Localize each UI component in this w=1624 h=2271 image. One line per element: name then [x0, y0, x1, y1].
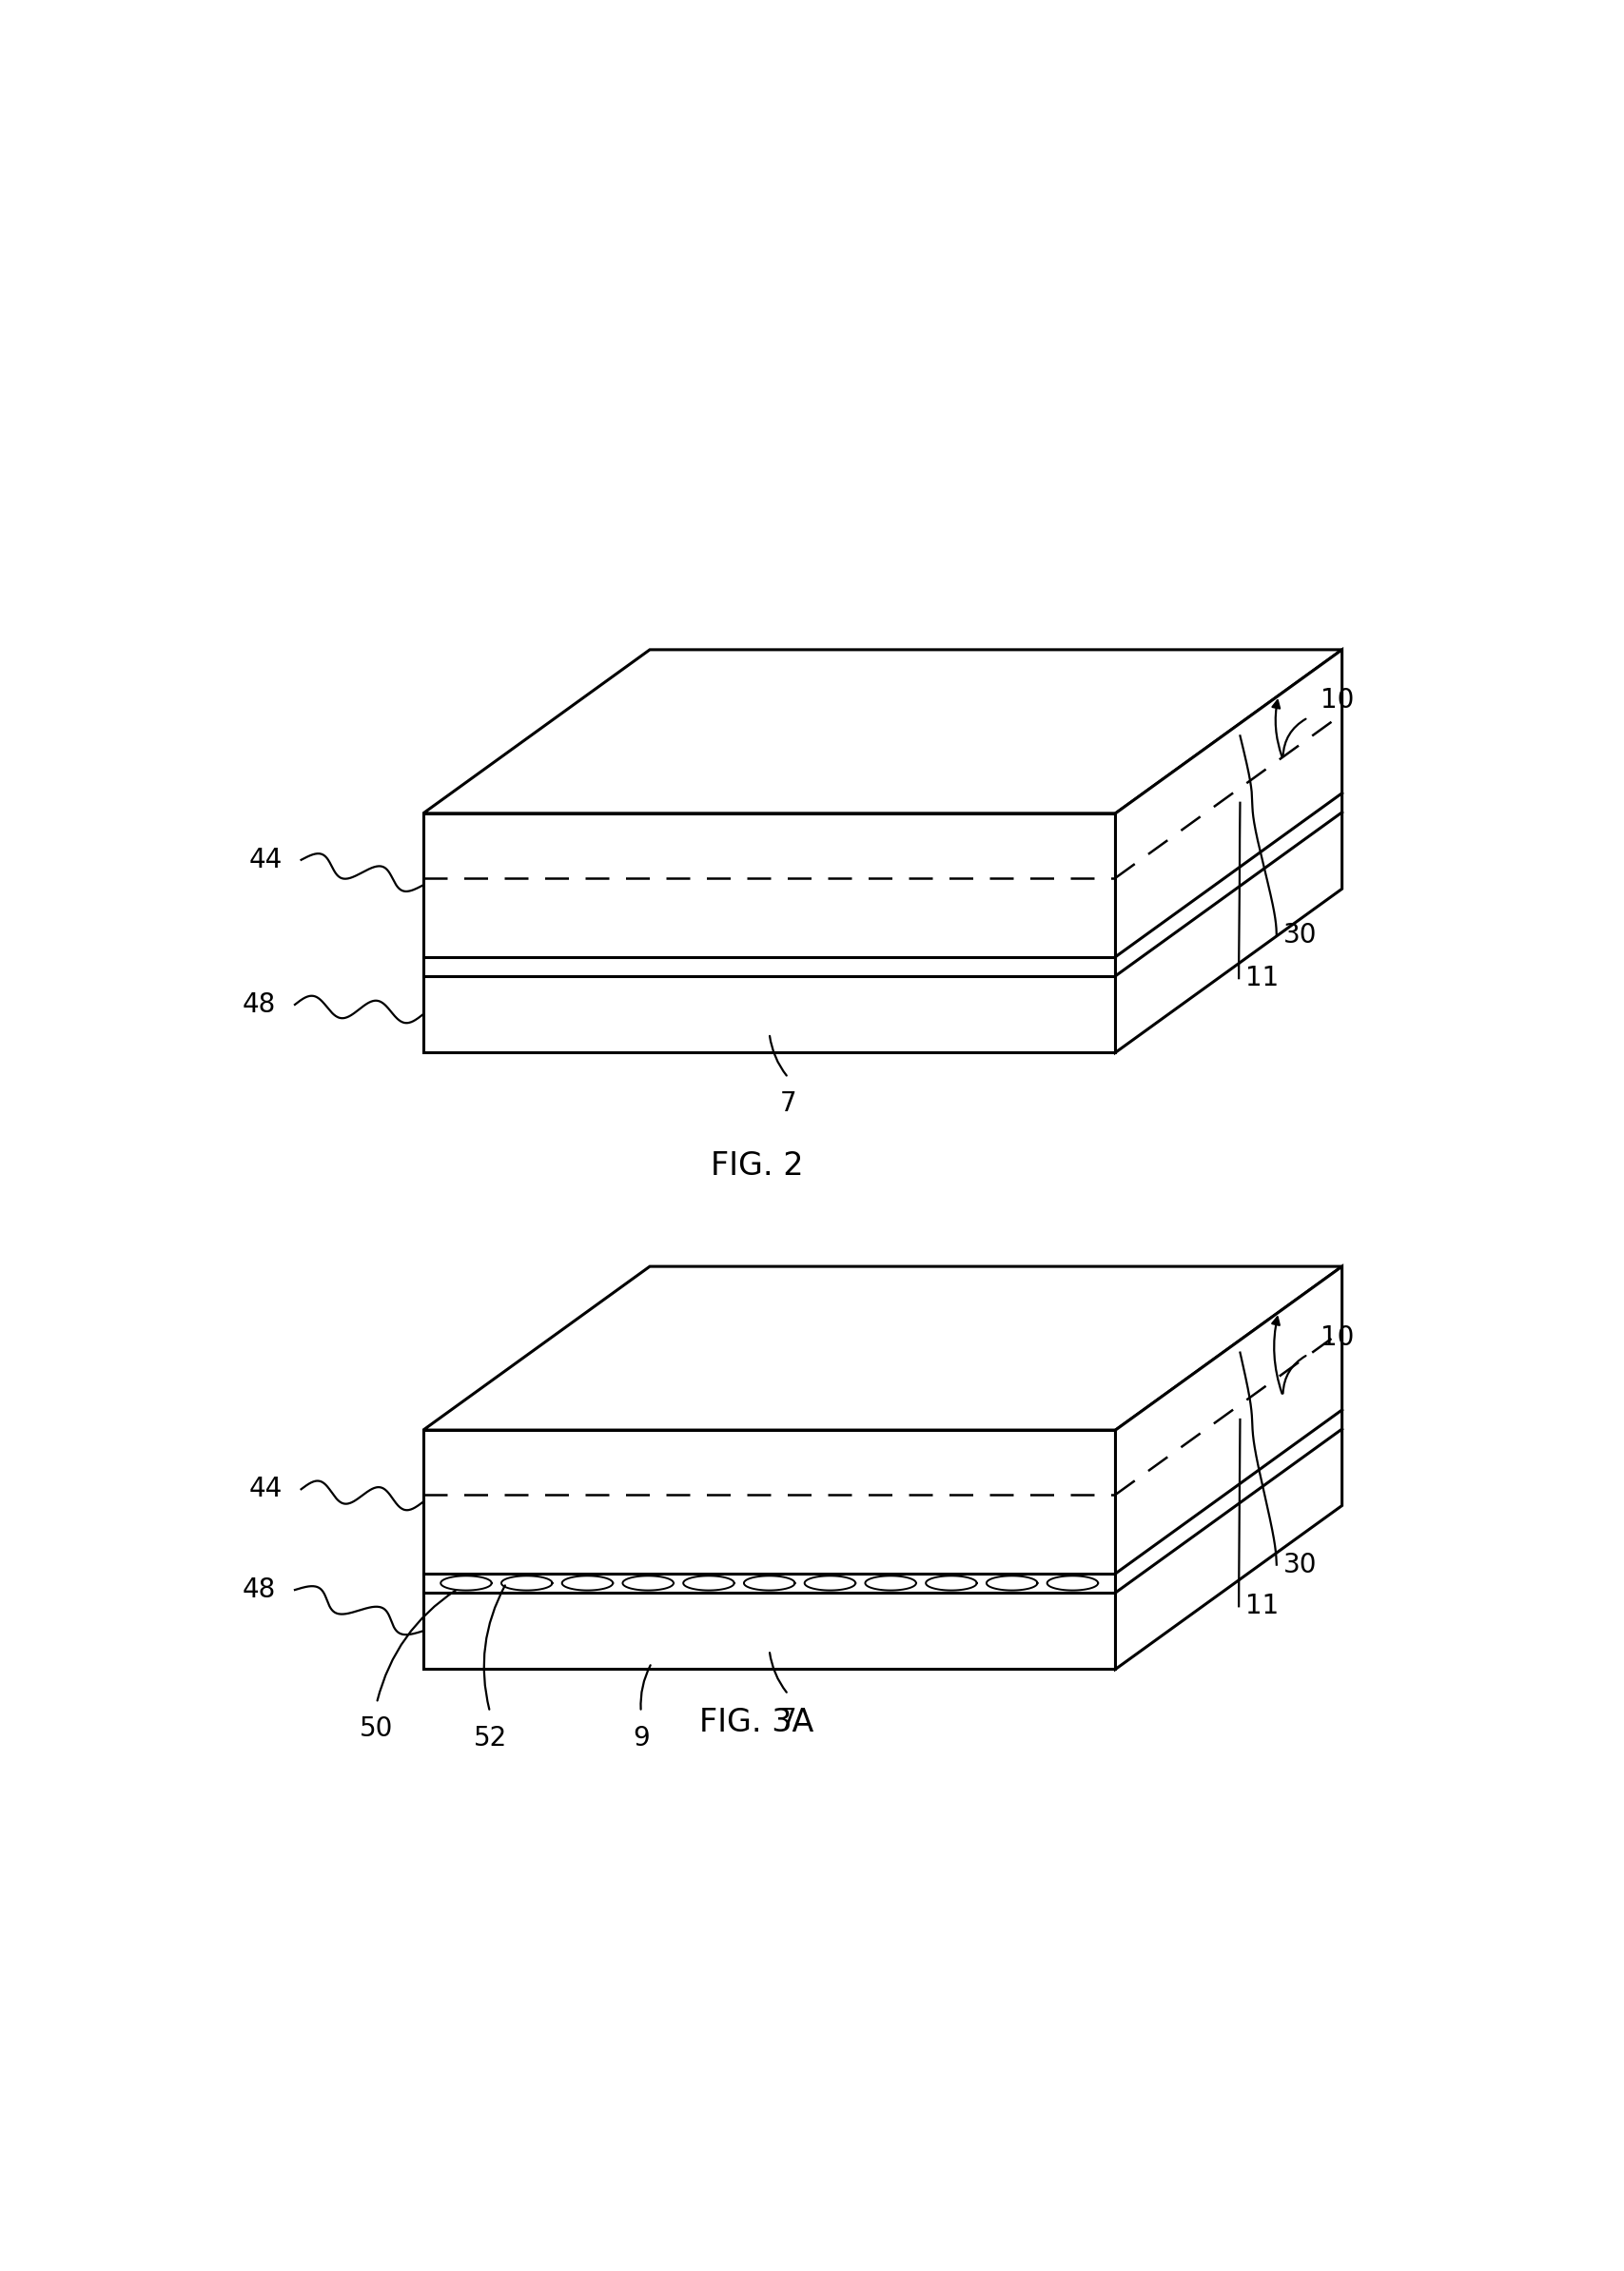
Text: 10: 10 — [1320, 688, 1354, 713]
Text: 7: 7 — [780, 1708, 797, 1733]
Polygon shape — [424, 1431, 1116, 1669]
Text: 9: 9 — [633, 1724, 650, 1751]
Polygon shape — [1116, 1267, 1341, 1669]
Text: 11: 11 — [1246, 965, 1278, 992]
Text: 44: 44 — [248, 847, 283, 874]
Text: FIG. 3A: FIG. 3A — [700, 1706, 814, 1737]
Text: FIG. 2: FIG. 2 — [710, 1149, 804, 1181]
Text: 50: 50 — [361, 1717, 393, 1742]
Text: 52: 52 — [473, 1724, 507, 1751]
Polygon shape — [424, 650, 1341, 813]
Text: 10: 10 — [1320, 1324, 1354, 1351]
Polygon shape — [424, 1267, 1341, 1431]
Text: 11: 11 — [1246, 1592, 1278, 1619]
Text: 7: 7 — [780, 1090, 797, 1117]
Text: 48: 48 — [242, 992, 276, 1017]
Text: 44: 44 — [248, 1476, 283, 1503]
Polygon shape — [1116, 650, 1341, 1051]
Text: 48: 48 — [242, 1576, 276, 1603]
Text: 30: 30 — [1283, 922, 1317, 949]
Text: 30: 30 — [1283, 1551, 1317, 1578]
Polygon shape — [424, 813, 1116, 1051]
